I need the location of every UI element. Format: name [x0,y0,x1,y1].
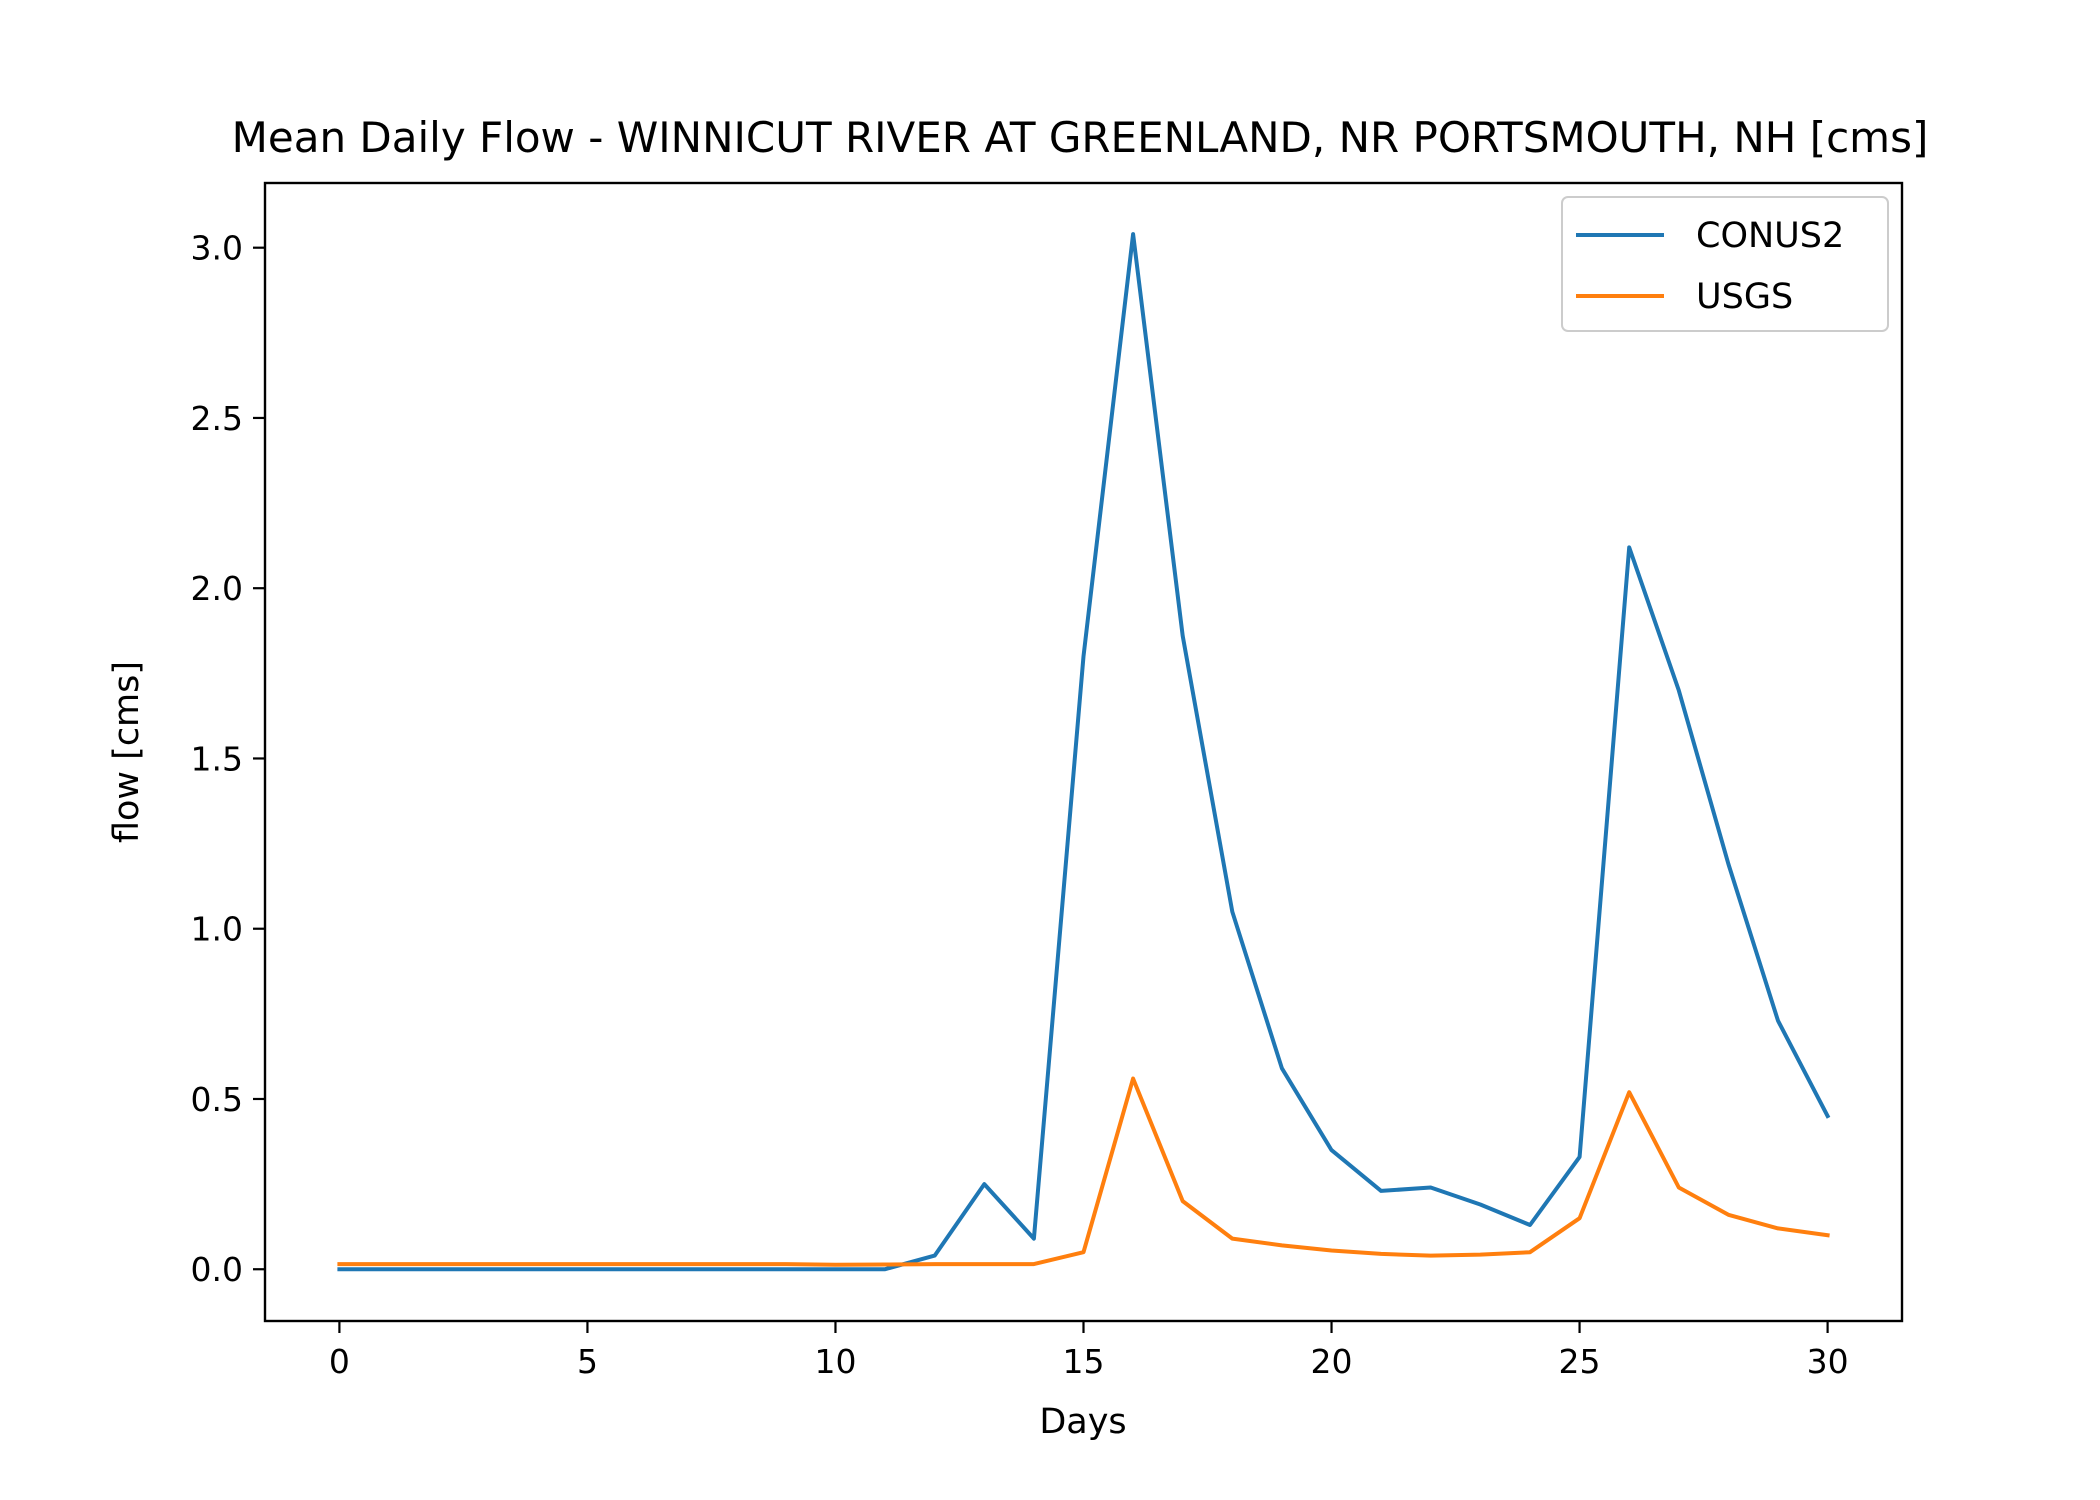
y-tick-label: 3.0 [191,229,243,268]
x-tick-label: 0 [329,1342,350,1381]
y-axis-label: flow [cms] [107,661,147,843]
legend-entry: CONUS2 [1696,216,1844,256]
legend: CONUS2 USGS [1561,196,1889,332]
series-line-usgs [337,1076,1830,1267]
plot-frame [263,181,1904,1323]
y-axis: 0.0 0.5 1.0 1.5 2.0 2.5 3.0 [191,229,265,1289]
y-tick-label: 2.5 [191,399,243,438]
x-tick-label: 25 [1559,1342,1601,1381]
plot-area [337,232,1831,1272]
y-tick-label: 1.0 [191,910,243,949]
chart-title: Mean Daily Flow - WINNICUT RIVER AT GREE… [232,113,1929,162]
y-tick-label: 2.0 [191,569,243,608]
legend-entry: USGS [1696,277,1793,317]
x-tick-label: 15 [1063,1342,1105,1381]
y-tick-label: 0.5 [191,1080,243,1119]
series-line-conus2 [337,232,1831,1272]
y-tick-label: 0.0 [191,1250,243,1289]
x-tick-label: 5 [577,1342,598,1381]
x-axis-label: Days [1039,1402,1126,1442]
y-tick-label: 1.5 [191,739,243,778]
x-axis: 0 5 10 15 20 25 30 [329,1321,1849,1381]
x-tick-label: 30 [1807,1342,1849,1381]
x-tick-label: 20 [1311,1342,1353,1381]
x-tick-label: 10 [814,1342,856,1381]
